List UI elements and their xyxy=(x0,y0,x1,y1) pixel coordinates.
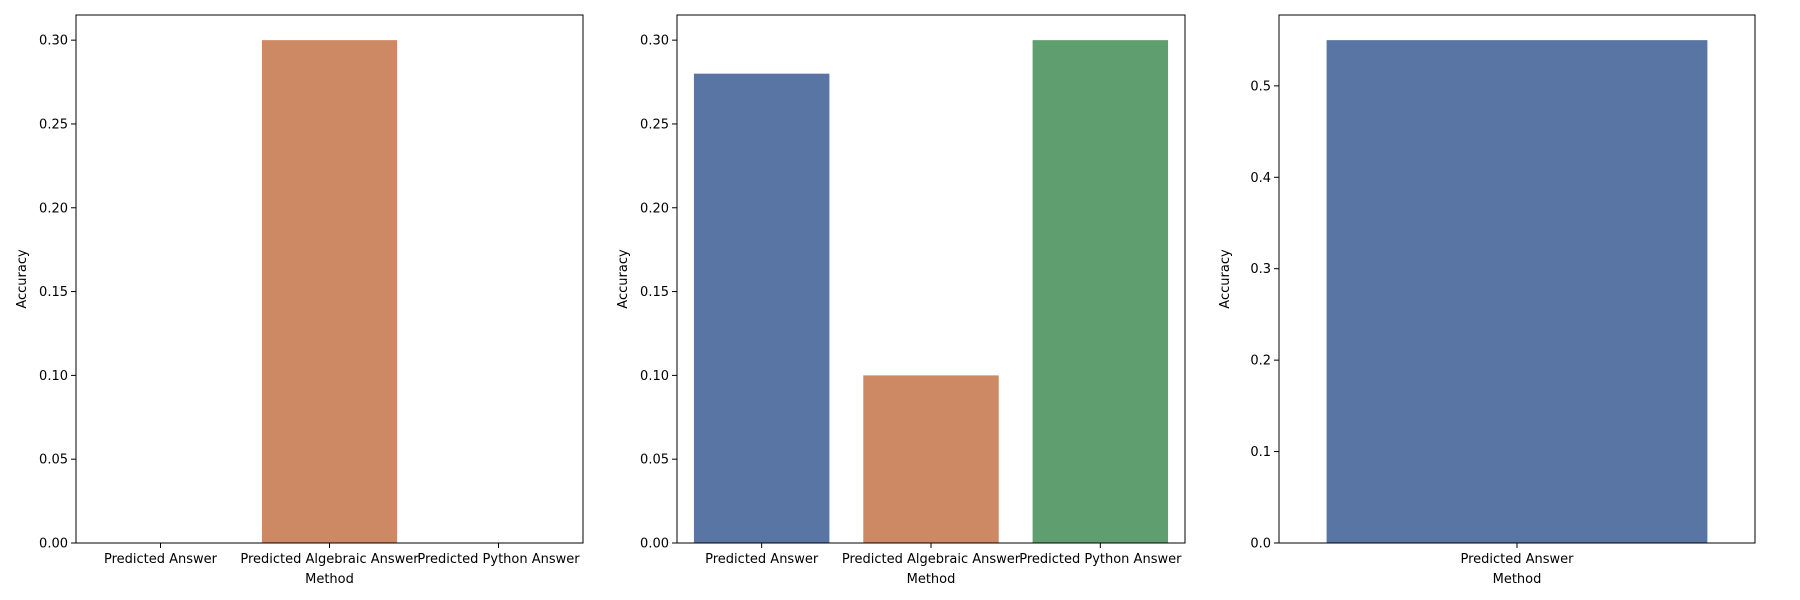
y-tick-label-3-3: 0.2 xyxy=(1250,354,1271,369)
chart-panel-3: Predicted Answer 0.0 0.1 0.2 0.3 0.4 0.5 Method… xyxy=(1218,14,1756,587)
x-tick-label-1-3: Predicted Python Answer xyxy=(417,552,580,567)
chart-panel-1: Predicted Answer Predicted Algebraic Answ… xyxy=(15,14,584,587)
axes-frame-1 xyxy=(75,14,584,544)
y-tick-label-2-2: 0.05 xyxy=(640,453,669,468)
y-tick-label-3-1: 0.0 xyxy=(1250,537,1271,552)
bar-2-2 xyxy=(863,375,999,543)
y-tick-label-1-4: 0.15 xyxy=(39,285,68,300)
y-tick-label-1-3: 0.10 xyxy=(39,369,68,384)
y-tick-label-1-1: 0.00 xyxy=(39,537,68,552)
y-axis-label-2: Accuracy xyxy=(616,249,631,309)
x-tick-label-1-2: Predicted Algebraic Answer xyxy=(240,552,419,567)
y-tick-label-2-5: 0.20 xyxy=(640,201,669,216)
x-tick-label-2-1: Predicted Answer xyxy=(705,552,819,567)
axes-frame-2 xyxy=(676,14,1186,544)
axes-frame-3 xyxy=(1278,14,1756,544)
y-tick-label-3-6: 0.5 xyxy=(1250,79,1271,94)
bar-2-3 xyxy=(1032,40,1169,544)
y-tick-label-3-5: 0.4 xyxy=(1250,171,1271,186)
x-axis-label-3: Method xyxy=(1493,572,1542,587)
y-tick-label-2-4: 0.15 xyxy=(640,285,669,300)
x-tick-label-2-3: Predicted Python Answer xyxy=(1019,552,1182,567)
bar-2-1 xyxy=(693,73,830,544)
y-tick-label-1-7: 0.30 xyxy=(39,34,68,49)
y-tick-label-3-2: 0.1 xyxy=(1250,445,1271,460)
y-tick-label-1-5: 0.20 xyxy=(39,201,68,216)
y-tick-label-1-2: 0.05 xyxy=(39,453,68,468)
y-tick-label-3-4: 0.3 xyxy=(1250,262,1271,277)
bar-1-2 xyxy=(261,40,398,544)
x-axis-label-2: Method xyxy=(907,572,956,587)
y-tick-label-1-6: 0.25 xyxy=(39,117,68,132)
y-tick-label-2-6: 0.25 xyxy=(640,117,669,132)
y-tick-label-2-7: 0.30 xyxy=(640,34,669,49)
x-tick-label-2-2: Predicted Algebraic Answer xyxy=(842,552,1021,567)
bar-3-1 xyxy=(1326,40,1708,544)
y-tick-label-2-3: 0.10 xyxy=(640,369,669,384)
x-axis-label-1: Method xyxy=(305,572,354,587)
chart-panel-2: Predicted Answer Predicted Algebraic Answ… xyxy=(616,14,1186,587)
x-tick-label-3-1: Predicted Answer xyxy=(1460,552,1574,567)
y-tick-label-2-1: 0.00 xyxy=(640,537,669,552)
x-tick-label-1-1: Predicted Answer xyxy=(104,552,218,567)
y-axis-label-1: Accuracy xyxy=(15,249,30,309)
y-axis-label-3: Accuracy xyxy=(1218,249,1233,309)
